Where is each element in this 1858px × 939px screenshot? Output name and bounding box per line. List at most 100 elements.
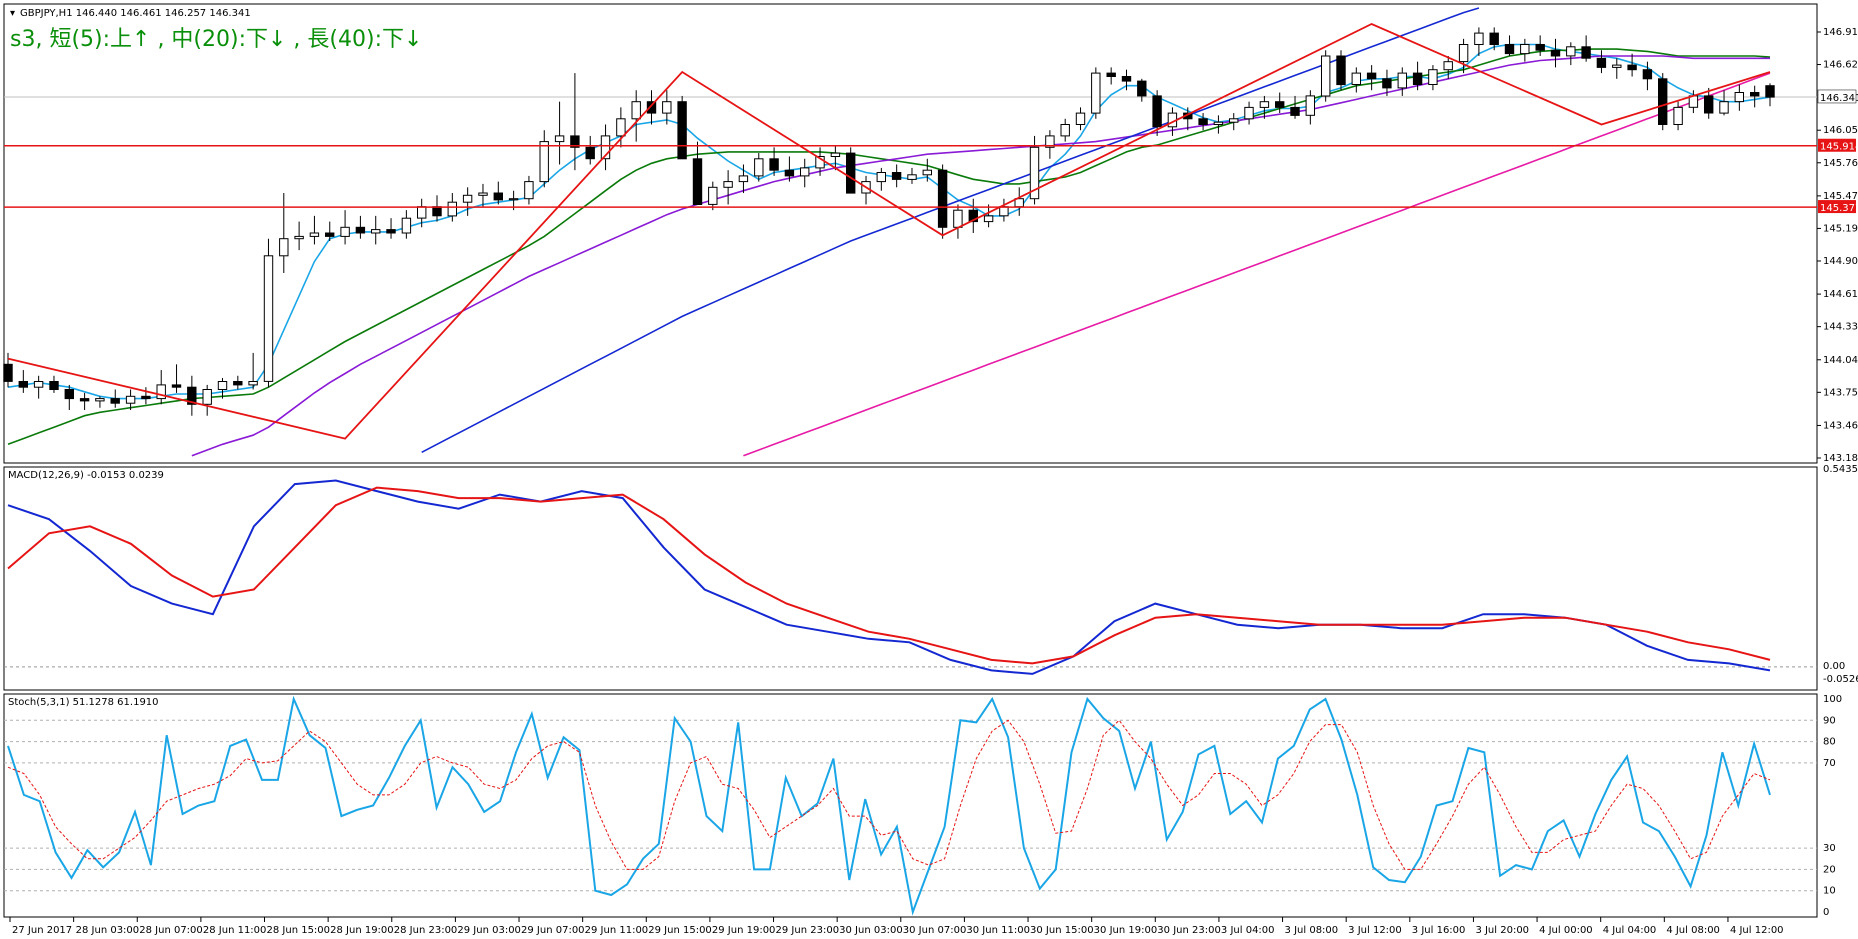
candle-body [95, 398, 105, 402]
candle [1719, 90, 1729, 116]
candle-body [79, 398, 90, 402]
candle-body [248, 381, 258, 386]
candle-body [1734, 92, 1744, 103]
candle [95, 396, 105, 408]
candle-body [355, 226, 366, 234]
candle [1581, 35, 1591, 62]
series-line-ma5 [7, 43, 1771, 400]
price-tick-label: 146.050 [1823, 125, 1858, 136]
candle-body [447, 201, 458, 217]
time-tick-label: 28 Jun 23:00 [394, 925, 458, 936]
candle-body [1121, 76, 1132, 82]
candle [1443, 55, 1453, 79]
candle-body [1091, 72, 1101, 114]
candle [1336, 50, 1346, 91]
time-tick-label: 28 Jun 15:00 [267, 925, 331, 936]
candle [1612, 58, 1622, 79]
candle-body [263, 255, 274, 382]
candle-body [1581, 46, 1591, 59]
candle [1550, 38, 1561, 68]
candle [1520, 38, 1530, 62]
candle-body [631, 101, 641, 120]
candle-body [1489, 32, 1499, 45]
candle-body [983, 215, 994, 223]
candle-body [539, 141, 549, 183]
time-tick-label: 28 Jun 03:00 [76, 925, 140, 936]
candle [1627, 53, 1637, 77]
candle [999, 198, 1009, 222]
time-tick-label: 3 Jul 12:00 [1348, 925, 1402, 936]
stoch-tick-label: 70 [1823, 758, 1836, 769]
candle-body [1412, 72, 1423, 85]
candle [263, 238, 274, 388]
signal-text: s3, 短(5):上↑ , 中(20):下↓ , 長(40):下↓ [10, 27, 422, 52]
candle-body [1765, 85, 1775, 98]
candle [1765, 83, 1775, 107]
candle [723, 170, 733, 205]
chart-menu-triangle[interactable]: ▾ [10, 8, 15, 19]
candle-body [830, 152, 841, 158]
candle [49, 375, 59, 393]
time-tick-label: 30 Jun 07:00 [903, 925, 967, 936]
candle [692, 141, 703, 206]
macd-series-signal [7, 486, 1771, 665]
candle [1029, 135, 1040, 205]
series-line-ma100 [421, 7, 1480, 454]
candle [1244, 101, 1254, 125]
candle-body [769, 158, 779, 171]
stoch-panel-frame [3, 693, 1818, 918]
time-tick-label: 29 Jun 23:00 [776, 925, 840, 936]
candle-body [1366, 72, 1377, 80]
price-tick-label: 145.765 [1823, 158, 1858, 169]
time-tick-label: 4 Jul 12:00 [1730, 925, 1784, 936]
stoch-tick-label: 10 [1823, 886, 1836, 897]
candle-body [585, 146, 595, 160]
candle-body [999, 206, 1009, 217]
time-tick-label: 3 Jul 20:00 [1475, 925, 1529, 936]
candle [1704, 87, 1714, 119]
candle-body [1627, 64, 1637, 71]
candle [340, 210, 350, 245]
candle [754, 153, 764, 182]
price-axis: 146.910 146.625 146.050 145.765 145.475 145.1… [1817, 27, 1858, 464]
time-tick-label: 30 Jun 03:00 [839, 925, 903, 936]
candle-body [616, 118, 626, 137]
price-tick-label: 143.180 [1823, 453, 1858, 464]
stoch-header: Stoch(5,3,1) 51.1278 61.1910 [8, 697, 159, 708]
candle [1045, 130, 1055, 159]
panel-frames [3, 3, 1818, 918]
candle [1152, 90, 1162, 136]
candle [616, 107, 626, 148]
candle [815, 147, 825, 176]
stoch-tick-label: 100 [1823, 694, 1842, 705]
macd-tick-label: 0.5435 [1823, 464, 1858, 475]
time-tick-label: 3 Jul 04:00 [1221, 925, 1275, 936]
time-tick-label: 30 Jun 15:00 [1030, 925, 1094, 936]
candle [1658, 73, 1668, 131]
candle-body [64, 389, 74, 400]
price-tick-label: 145.475 [1823, 191, 1858, 202]
candle-body [1321, 55, 1331, 97]
candle [33, 375, 44, 399]
candle [79, 392, 90, 411]
candle [677, 95, 687, 160]
candle-body [1443, 61, 1453, 71]
candle-body [891, 172, 902, 180]
candle [937, 164, 948, 239]
candle [125, 389, 136, 411]
candle-body [800, 167, 810, 177]
candle [309, 215, 320, 245]
candle-body [1382, 78, 1392, 89]
series-line-ma200 [743, 72, 1771, 457]
candle [1305, 90, 1315, 125]
price-tick-label: 144.615 [1823, 289, 1858, 300]
candle-body [1060, 124, 1070, 137]
candle-body [662, 101, 672, 114]
candle-body [1198, 118, 1208, 126]
current-price-label: 146.341 [1820, 93, 1858, 104]
candle [922, 158, 932, 182]
time-tick-label: 29 Jun 07:00 [521, 925, 585, 936]
candle [907, 167, 917, 184]
candle [1351, 67, 1361, 93]
